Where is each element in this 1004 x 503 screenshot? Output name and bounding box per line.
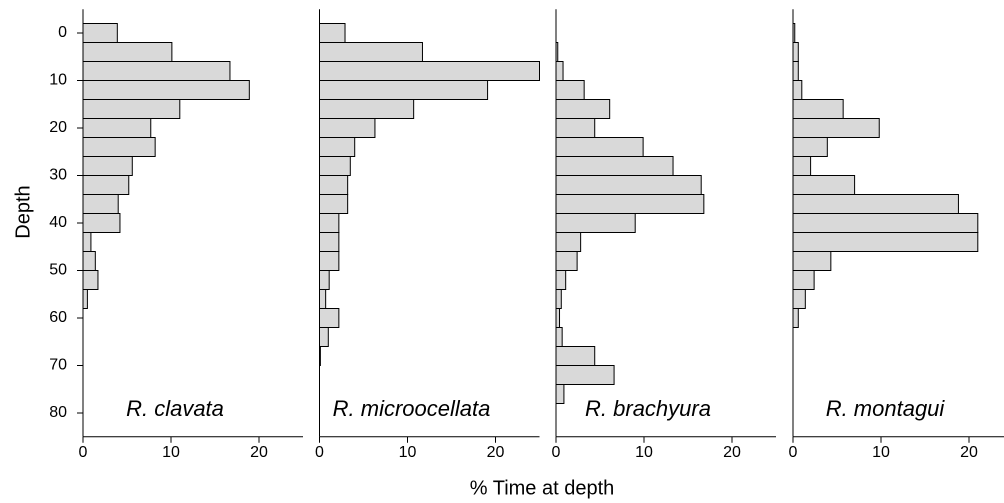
bar — [82, 270, 99, 290]
y-tick-label: 40 — [49, 214, 67, 231]
bar — [555, 251, 578, 271]
bar — [555, 80, 585, 100]
y-axis-label: Depth — [12, 185, 34, 238]
bar — [555, 289, 562, 309]
bar — [319, 289, 327, 309]
x-tick-label: 20 — [250, 444, 268, 461]
bar — [82, 118, 152, 138]
bar — [319, 175, 349, 195]
bar — [792, 308, 799, 328]
bar — [82, 23, 118, 43]
bar — [319, 232, 340, 252]
x-tick-label: 10 — [872, 444, 890, 461]
bar — [319, 327, 329, 347]
bar — [792, 194, 959, 214]
bar — [319, 308, 340, 328]
y-tick-label: 20 — [49, 119, 67, 136]
x-tick-label: 0 — [79, 444, 88, 461]
x-tick-label: 10 — [399, 444, 417, 461]
bar — [319, 137, 356, 157]
bar — [792, 61, 799, 81]
bar — [555, 308, 561, 328]
y-tick-label: 60 — [49, 309, 67, 326]
bar — [555, 365, 615, 385]
bar — [82, 194, 119, 214]
x-tick-label: 20 — [960, 444, 978, 461]
bar — [555, 346, 596, 366]
bar — [319, 99, 415, 119]
x-tick-label: 10 — [635, 444, 653, 461]
bar — [792, 270, 815, 290]
bar — [82, 137, 156, 157]
x-tick-label: 0 — [789, 444, 798, 461]
bar — [792, 118, 880, 138]
x-tick-label: 10 — [162, 444, 180, 461]
bar — [792, 99, 844, 119]
bar — [555, 213, 636, 233]
panel-title: R. brachyura — [585, 396, 711, 421]
bar — [555, 61, 564, 81]
bar — [82, 156, 133, 176]
bar — [555, 175, 702, 195]
y-tick-label: 80 — [49, 404, 67, 421]
x-tick-label: 20 — [487, 444, 505, 461]
bar — [792, 232, 979, 252]
bar — [82, 42, 173, 62]
bar — [319, 251, 340, 271]
bar — [82, 232, 92, 252]
bar — [792, 42, 799, 62]
bar — [555, 270, 567, 290]
bar — [319, 61, 540, 81]
bar — [82, 61, 231, 81]
bar — [792, 289, 806, 309]
bar — [82, 80, 250, 100]
panel-title: R. montagui — [826, 396, 946, 421]
bar — [319, 156, 351, 176]
bar — [555, 384, 565, 404]
panel-title: R. clavata — [126, 396, 224, 421]
y-tick-label: 30 — [49, 167, 67, 184]
bar — [319, 194, 349, 214]
x-tick-label: 0 — [315, 444, 324, 461]
bar — [82, 175, 130, 195]
bar — [555, 118, 596, 138]
bar — [319, 213, 340, 233]
y-tick-label: 50 — [49, 262, 67, 279]
bar — [792, 80, 803, 100]
bar — [82, 251, 96, 271]
panel-title: R. microocellata — [333, 396, 491, 421]
bar — [792, 137, 828, 157]
bar — [555, 99, 611, 119]
bar — [555, 194, 705, 214]
bar — [792, 156, 812, 176]
x-axis-label: % Time at depth — [470, 477, 615, 499]
bar — [555, 137, 644, 157]
bar — [319, 23, 346, 43]
bar — [82, 213, 121, 233]
bar — [82, 289, 88, 309]
bar — [792, 175, 856, 195]
bar — [319, 118, 376, 138]
bar — [82, 99, 181, 119]
bar — [319, 42, 423, 62]
y-tick-label: 70 — [49, 357, 67, 374]
bar — [555, 232, 582, 252]
y-tick-label: 0 — [58, 24, 67, 41]
bar — [792, 213, 979, 233]
bar — [319, 80, 489, 100]
bar — [319, 270, 330, 290]
x-tick-label: 20 — [723, 444, 741, 461]
bar — [555, 327, 563, 347]
bar — [555, 156, 674, 176]
x-tick-label: 0 — [552, 444, 561, 461]
y-tick-label: 10 — [49, 72, 67, 89]
bar — [792, 251, 832, 271]
